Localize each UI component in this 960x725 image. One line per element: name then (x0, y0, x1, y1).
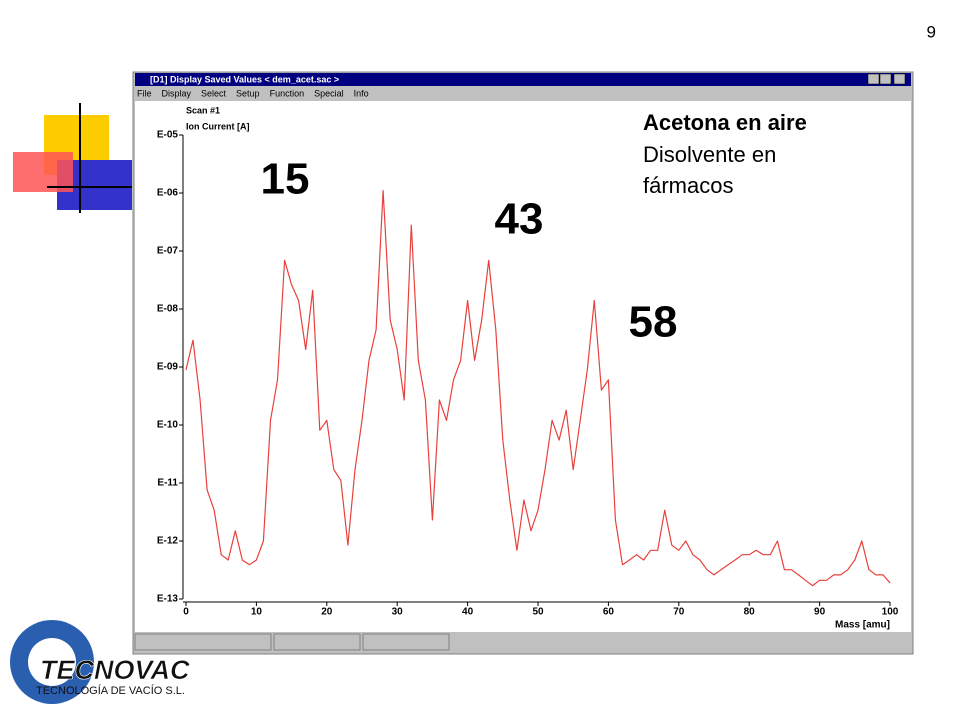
x-tick-label: 50 (532, 607, 544, 618)
window-title: [D1] Display Saved Values < dem_acet.sac… (150, 74, 339, 84)
status-cell (362, 633, 450, 651)
menu-item[interactable]: Info (354, 88, 369, 98)
logo-mark (28, 638, 76, 686)
x-tick-label: 80 (744, 607, 756, 618)
menu-item[interactable]: File (137, 88, 152, 98)
x-tick-label: 100 (882, 607, 899, 618)
x-tick-label: 90 (814, 607, 826, 618)
scan-label: Scan #1 (186, 105, 220, 115)
logo-tagline: TECNOLOGÍA DE VACÍO S.L. (36, 684, 185, 697)
x-tick-label: 30 (392, 607, 404, 618)
x-tick-label: 20 (321, 607, 333, 618)
peak-annotation: 58 (629, 298, 678, 347)
y-tick-label: E-11 (157, 478, 178, 489)
x-tick-label: 70 (673, 607, 685, 618)
y-tick-label: E-12 (157, 536, 179, 547)
spectrum-line (185, 190, 891, 587)
x-tick-label: 0 (183, 607, 189, 618)
note-title: Acetona en aire (643, 110, 807, 135)
y-tick-label: E-07 (157, 246, 179, 257)
y-axis-label: Ion Current [A] (186, 121, 250, 131)
y-tick-label: E-10 (157, 420, 179, 431)
note: Disolvente en (643, 142, 776, 167)
status-cell (273, 633, 361, 651)
logo-name: TECNOVAC (40, 655, 190, 685)
status-cell (134, 633, 272, 651)
menu-item[interactable]: Display (162, 88, 192, 98)
x-tick-label: 10 (251, 607, 263, 618)
title-bar (135, 73, 911, 86)
menu-item[interactable]: Function (270, 88, 305, 98)
minimize-button[interactable] (867, 73, 880, 85)
y-tick-label: E-13 (157, 594, 179, 605)
close-button[interactable] (893, 73, 906, 85)
x-axis-label: Mass [amu] (835, 620, 890, 631)
menu-item[interactable]: Select (201, 88, 227, 98)
y-tick-label: E-09 (157, 362, 179, 373)
x-tick-label: 40 (462, 607, 474, 618)
y-tick-label: E-08 (157, 304, 179, 315)
y-tick-label: E-05 (157, 130, 179, 141)
peak-annotation: 43 (495, 195, 544, 244)
plot-area (135, 101, 911, 632)
peak-annotation: 15 (261, 155, 310, 204)
menu-item[interactable]: Special (314, 88, 344, 98)
page-number: 9 (927, 22, 936, 41)
note: fármacos (643, 173, 733, 198)
menu-item[interactable]: Setup (236, 88, 260, 98)
y-tick-label: E-06 (157, 188, 179, 199)
x-tick-label: 60 (603, 607, 615, 618)
maximize-button[interactable] (879, 73, 892, 85)
deco-red (13, 152, 73, 192)
